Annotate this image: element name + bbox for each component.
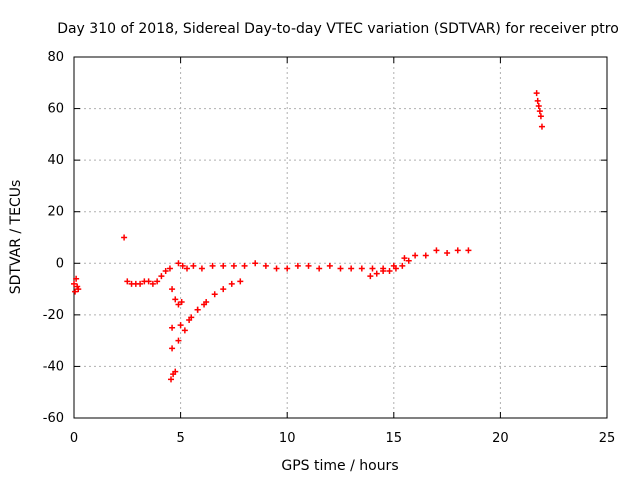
data-point — [220, 262, 227, 269]
data-point — [154, 278, 161, 285]
x-tick-label: 15 — [386, 431, 403, 446]
y-tick-label: 40 — [47, 153, 64, 168]
data-point — [316, 265, 323, 272]
data-point — [162, 268, 169, 275]
data-point — [190, 262, 197, 269]
y-axis: -60 -40 -20 0 20 40 60 80 — [43, 50, 607, 426]
data-point — [181, 327, 188, 334]
plot-frame — [73, 56, 608, 419]
data-point — [401, 255, 408, 262]
data-point — [179, 262, 186, 269]
data-point — [220, 286, 227, 293]
data-point — [158, 273, 165, 280]
data-point — [178, 298, 185, 305]
data-point — [172, 368, 179, 375]
data-point — [273, 265, 280, 272]
data-point — [169, 286, 176, 293]
data-point — [369, 265, 376, 272]
x-axis: 0 5 10 15 20 25 — [70, 57, 615, 446]
data-point — [262, 262, 269, 269]
data-point — [412, 252, 419, 259]
data-point — [194, 306, 201, 313]
data-point — [198, 265, 205, 272]
data-point — [237, 278, 244, 285]
data-point — [183, 265, 190, 272]
data-point — [124, 278, 131, 285]
data-point — [533, 90, 540, 97]
data-point — [121, 234, 128, 241]
y-tick-label: -40 — [43, 359, 64, 374]
y-tick-label: 0 — [56, 256, 64, 271]
data-point — [252, 260, 259, 267]
y-tick-label: -20 — [43, 308, 64, 323]
data-point — [373, 270, 380, 277]
data-point — [537, 113, 544, 120]
data-point — [228, 280, 235, 287]
data-point — [465, 247, 472, 254]
x-tick-label: 0 — [70, 431, 78, 446]
data-point — [177, 322, 184, 329]
data-point — [392, 265, 399, 272]
data-point — [337, 265, 344, 272]
data-point — [209, 262, 216, 269]
data-points — [71, 90, 545, 383]
x-tick-label: 20 — [492, 431, 509, 446]
x-tick-label: 25 — [599, 431, 616, 446]
data-point — [73, 275, 80, 282]
data-point — [367, 273, 374, 280]
data-point — [166, 265, 173, 272]
data-point — [75, 286, 82, 293]
x-tick-label: 10 — [279, 431, 296, 446]
data-point — [172, 296, 179, 303]
data-point — [168, 376, 175, 383]
data-point — [149, 280, 156, 287]
data-point — [188, 314, 195, 321]
data-point — [433, 247, 440, 254]
data-point — [534, 97, 541, 104]
y-tick-label: 20 — [47, 205, 64, 220]
data-point — [326, 262, 333, 269]
data-point — [145, 278, 152, 285]
data-point — [386, 268, 393, 275]
data-point — [405, 257, 412, 264]
data-point — [422, 252, 429, 259]
data-point — [72, 288, 79, 295]
data-point — [305, 262, 312, 269]
chart-title: Day 310 of 2018, Sidereal Day-to-day VTE… — [57, 21, 619, 37]
data-point — [201, 301, 208, 308]
data-point — [71, 280, 77, 287]
data-point — [284, 265, 291, 272]
data-point — [169, 345, 176, 352]
y-tick-label: 60 — [47, 102, 64, 117]
data-point — [175, 337, 182, 344]
data-point — [454, 247, 461, 254]
data-point — [241, 262, 248, 269]
data-point — [211, 291, 218, 298]
grid — [74, 57, 607, 418]
y-axis-label: SDTVAR / TECUs — [8, 180, 24, 295]
x-tick-label: 5 — [176, 431, 184, 446]
y-tick-label: 80 — [47, 50, 64, 65]
data-point — [137, 280, 144, 287]
data-point — [230, 262, 237, 269]
data-point — [536, 108, 543, 115]
data-point — [535, 102, 542, 109]
data-point — [399, 262, 406, 269]
data-point — [444, 249, 451, 256]
data-point — [175, 301, 182, 308]
data-point — [169, 324, 176, 331]
x-axis-label: GPS time / hours — [281, 458, 398, 474]
data-point — [358, 265, 365, 272]
data-point — [380, 268, 387, 275]
data-point — [175, 260, 182, 267]
data-point — [294, 262, 301, 269]
y-tick-label: -60 — [43, 411, 64, 426]
data-point — [348, 265, 355, 272]
data-point — [538, 123, 545, 130]
